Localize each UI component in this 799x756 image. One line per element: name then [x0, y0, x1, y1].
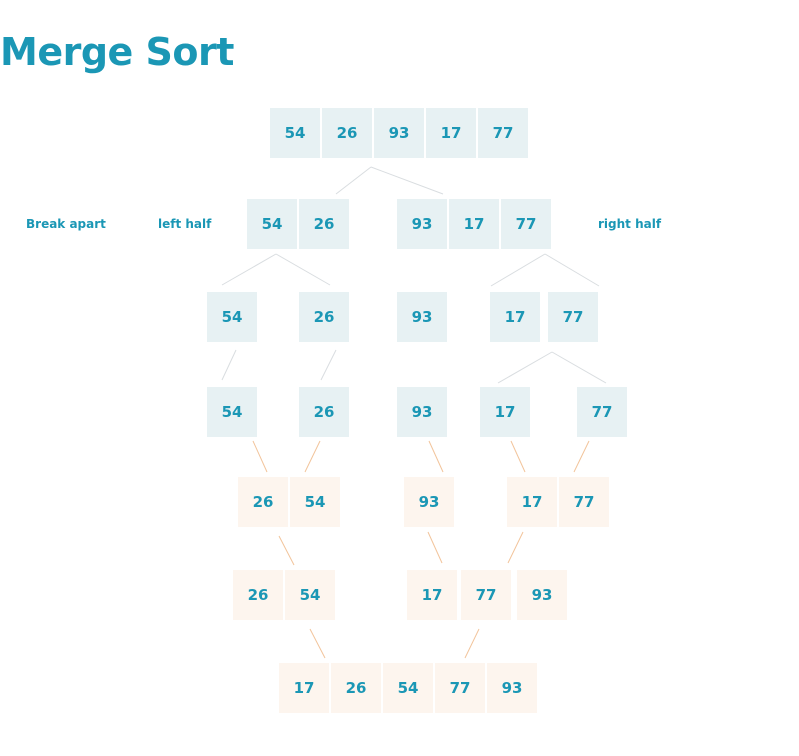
- break-apart-label: Break apart: [26, 217, 106, 231]
- connector-line: [507, 531, 524, 564]
- split-cell: 17: [480, 387, 530, 437]
- merge-cell: 93: [517, 570, 567, 620]
- merge-cell: 17: [407, 570, 457, 620]
- merge-cell: 54: [285, 570, 335, 620]
- merge-cell: 26: [238, 477, 288, 527]
- merge-cell: 77: [559, 477, 609, 527]
- split-cell: 17: [449, 199, 499, 249]
- merge-cell: 77: [461, 570, 511, 620]
- split-cell: 93: [397, 387, 447, 437]
- merge-cell: 93: [404, 477, 454, 527]
- split-cell: 26: [299, 387, 349, 437]
- connector-line: [544, 253, 600, 287]
- split-cell: 93: [397, 292, 447, 342]
- split-cell: 54: [247, 199, 297, 249]
- split-cell: 54: [270, 108, 320, 158]
- connector-line: [573, 440, 590, 473]
- merge-cell: 54: [290, 477, 340, 527]
- split-cell: 77: [548, 292, 598, 342]
- connector-line: [221, 349, 237, 381]
- right-half-label: right half: [598, 217, 662, 231]
- split-cell: 93: [374, 108, 424, 158]
- split-cell: 26: [299, 292, 349, 342]
- connector-line: [510, 440, 526, 473]
- connector-line: [309, 628, 326, 659]
- diagram-title: Merge Sort: [0, 30, 234, 74]
- connector-line: [428, 440, 444, 473]
- split-cell: 54: [207, 387, 257, 437]
- merge-cell: 26: [331, 663, 381, 713]
- connector-line: [464, 628, 480, 659]
- connector-line: [497, 351, 553, 384]
- connector-line: [221, 253, 277, 286]
- connector-line: [551, 351, 607, 384]
- split-cell: 77: [501, 199, 551, 249]
- merge-cell: 77: [435, 663, 485, 713]
- split-cell: 17: [490, 292, 540, 342]
- connector-line: [370, 166, 444, 195]
- split-cell: 26: [299, 199, 349, 249]
- split-cell: 93: [397, 199, 447, 249]
- connector-line: [490, 253, 546, 287]
- split-cell: 54: [207, 292, 257, 342]
- merge-cell: 26: [233, 570, 283, 620]
- split-cell: 17: [426, 108, 476, 158]
- connector-line: [335, 166, 372, 195]
- connector-line: [427, 531, 443, 564]
- split-cell: 77: [577, 387, 627, 437]
- connector-line: [304, 440, 321, 473]
- split-cell: 26: [322, 108, 372, 158]
- merge-cell: 54: [383, 663, 433, 713]
- merge-cell: 17: [279, 663, 329, 713]
- merge-cell: 17: [507, 477, 557, 527]
- split-cell: 77: [478, 108, 528, 158]
- connector-line: [278, 535, 295, 566]
- connector-line: [275, 253, 331, 286]
- merge-cell: 93: [487, 663, 537, 713]
- connector-line: [252, 440, 268, 473]
- left-half-label: left half: [158, 217, 212, 231]
- connector-line: [320, 349, 337, 381]
